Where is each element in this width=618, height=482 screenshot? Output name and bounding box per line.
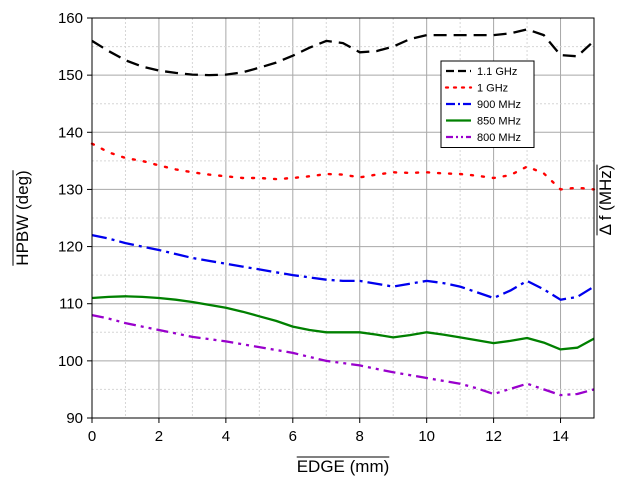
y-tick-label: 120 <box>58 239 83 256</box>
y-axis-title: HPBW (deg) <box>13 170 32 265</box>
series-line-1-ghz <box>90 142 596 191</box>
x-axis-title: EDGE (mm) <box>297 457 390 476</box>
x-tick-label: 8 <box>356 428 364 445</box>
x-tick-label: 12 <box>485 428 502 445</box>
x-tick-label: 6 <box>289 428 297 445</box>
axis-ticks <box>87 17 562 423</box>
x-tick-label: 2 <box>155 428 163 445</box>
y-tick-label: 130 <box>58 181 83 198</box>
x-tick-label: 14 <box>552 428 569 445</box>
legend-label: 850 MHz <box>477 116 521 128</box>
x-tick-label: 4 <box>222 428 230 445</box>
right-axis-title: Δ f (MHz) <box>596 165 615 236</box>
series-lines <box>90 28 596 397</box>
series-line-850-mhz <box>91 295 595 351</box>
y-tick-label: 90 <box>66 410 83 427</box>
legend-label: 1 GHz <box>477 83 508 95</box>
x-tick-label: 10 <box>418 428 435 445</box>
legend: 1.1 GHz 1 GHz 900 MHz 850 MHz 800 MHz <box>440 60 535 148</box>
x-tick-label: 0 <box>88 428 96 445</box>
y-tick-label: 150 <box>58 67 83 84</box>
legend-label: 800 MHz <box>477 132 521 144</box>
legend-label: 1.1 GHz <box>477 66 517 78</box>
series-line-1-1-ghz <box>91 28 595 77</box>
legend-box <box>440 60 535 148</box>
y-tick-label: 100 <box>58 353 83 370</box>
y-tick-label: 110 <box>59 296 83 313</box>
y-tick-label: 160 <box>58 10 83 27</box>
legend-label: 900 MHz <box>477 99 521 111</box>
plot-frame <box>91 17 595 419</box>
series-line-800-mhz <box>91 313 595 397</box>
y-tick-label: 140 <box>58 124 83 141</box>
tick-labels: 0 2 4 6 8 10 12 14 90 100 110 120 130 140 150 160 <box>58 10 569 445</box>
series-line-900-mhz <box>91 233 595 301</box>
